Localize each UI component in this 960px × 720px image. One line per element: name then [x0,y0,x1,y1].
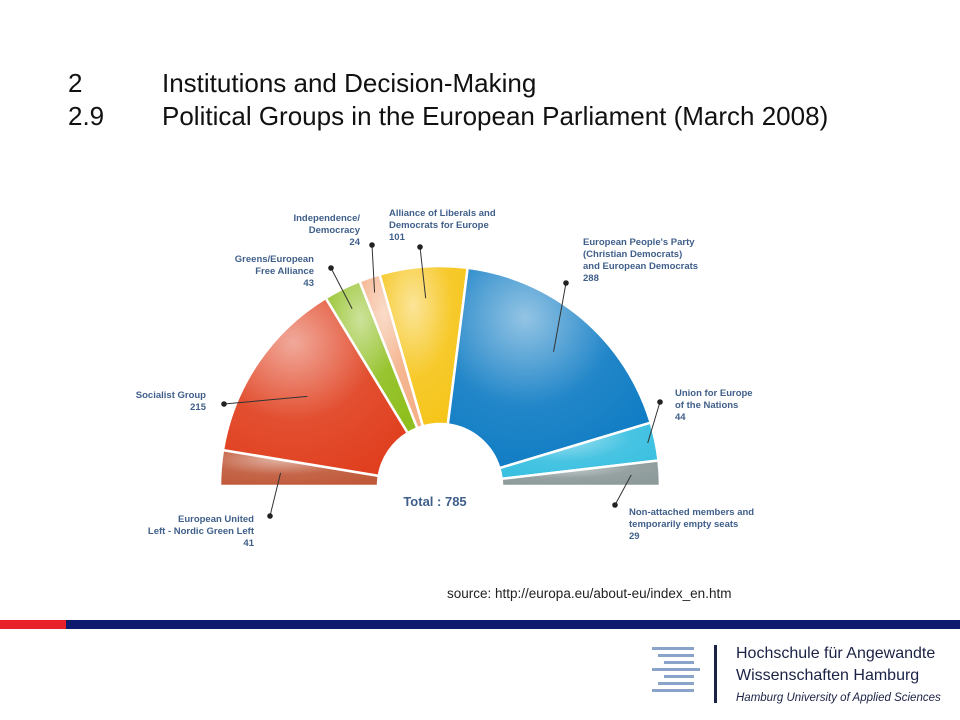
total-label: Total : 785 [403,494,466,509]
slice-highlight-european-united-left-nordic-green-left [220,450,379,486]
label-line: 43 [303,278,314,289]
leader-lines-layer [221,242,663,519]
leader-line-alliance-of-liberals-and-democrats-for-europe [419,246,427,299]
label-line: Union for Europe [675,388,753,399]
label-union-for-europe-of-the-nations: Union for Europe of the Nations 44 [675,388,753,423]
leader-line-independence-democracy [371,244,376,293]
university-name-english: Hamburg University of Applied Sciences [736,692,941,704]
footer-accent-red [0,620,66,629]
leader-dot-socialist-group [221,401,227,407]
label-line: Greens/European [235,254,314,265]
chapter-title: Institutions and Decision-Making [162,68,537,98]
label-line: of the Nations [675,400,738,411]
label-line: 44 [675,412,686,423]
label-socialist-group: Socialist Group 215 [136,390,207,413]
label-line: European People's Party [583,237,695,248]
label-line: (Christian Democrats) [583,249,682,260]
label-line: Independence/ [293,213,360,224]
title-line-1: 2 Institutions and Decision-Making [68,68,536,99]
slice-highlight-alliance-of-liberals-and-democrats-for-europe [379,265,468,427]
university-name-line2: Wissenschaften Hamburg [736,667,920,684]
slice-highlight-non-attached-members-and-temporarily-empty-seats [501,460,660,486]
leader-dot-greens-european-free-alliance [328,265,334,271]
label-line: Left - Nordic Green Left [148,526,255,537]
leader-dot-european-people-s-party-christian-democrats-and-european-democrats [563,280,569,286]
title-line-2: 2.9 Political Groups in the European Parl… [68,101,828,132]
label-greens-european-free-alliance: Greens/European Free Alliance 43 [235,254,314,289]
slice-highlight-independence-democracy [359,274,423,429]
label-line: 29 [629,531,640,542]
label-non-attached-members-and-temporarily-empty-seats: Non-attached members and temporarily empt… [629,507,754,542]
label-european-united-left-nordic-green-left: European United Left - Nordic Green Left 4… [148,514,255,549]
source-citation: source: http://europa.eu/about-eu/index_… [447,586,732,601]
leader-line-european-people-s-party-christian-democrats-and-european-democrats [553,282,567,352]
leader-line-non-attached-members-and-temporarily-empty-seats [614,474,632,506]
label-independence-democracy: Independence/Democracy 24 [293,213,360,248]
slice-highlight-socialist-group [222,298,408,476]
leader-dot-non-attached-members-and-temporarily-empty-seats [612,502,618,508]
leader-dot-alliance-of-liberals-and-democrats-for-europe [417,244,423,250]
label-line: Non-attached members and [629,507,754,518]
label-european-people-s-party-christian-democrats-and-european-democrats: European People's Party (Christian Democr… [583,237,698,284]
slice-highlight-greens-european-free-alliance [325,281,418,434]
section-title: Political Groups in the European Parliam… [162,101,829,131]
hemicycle-chart: European United Left - Nordic Green Left 4… [136,208,755,549]
footer-accent-blue [66,620,960,629]
labels-layer: European United Left - Nordic Green Left 4… [136,208,755,549]
label-line: 288 [583,273,599,284]
label-line: Democrats for Europe [389,220,489,231]
chapter-number: 2 [68,68,83,98]
label-line: Democracy [309,225,361,236]
university-logo-icon [652,645,717,703]
label-line: Free Alliance [255,266,314,277]
leader-line-greens-european-free-alliance [330,267,353,309]
label-line: European United [178,514,254,525]
label-line: 41 [243,538,254,549]
slices-layer [218,264,662,488]
slice-highlight-european-people-s-party-christian-democrats-and-european-democrats [447,267,651,469]
label-line: 215 [190,402,207,413]
label-line: and European Democrats [583,261,698,272]
label-line: temporarily empty seats [629,519,738,530]
label-line: Alliance of Liberals and [389,208,496,219]
label-line: 101 [389,232,406,243]
leader-dot-european-united-left-nordic-green-left [267,513,273,519]
leader-dot-independence-democracy [369,242,375,248]
label-line: Socialist Group [136,390,206,401]
leader-line-european-united-left-nordic-green-left [269,472,282,517]
section-number: 2.9 [68,101,105,131]
label-alliance-of-liberals-and-democrats-for-europe: Alliance of Liberals and Democrats for Eu… [389,208,496,243]
leader-line-union-for-europe-of-the-nations [647,401,661,444]
label-line: 24 [349,237,360,248]
leader-dot-union-for-europe-of-the-nations [657,399,663,405]
leader-line-socialist-group [223,395,308,405]
university-name-line1: Hochschule für Angewandte [736,645,936,662]
